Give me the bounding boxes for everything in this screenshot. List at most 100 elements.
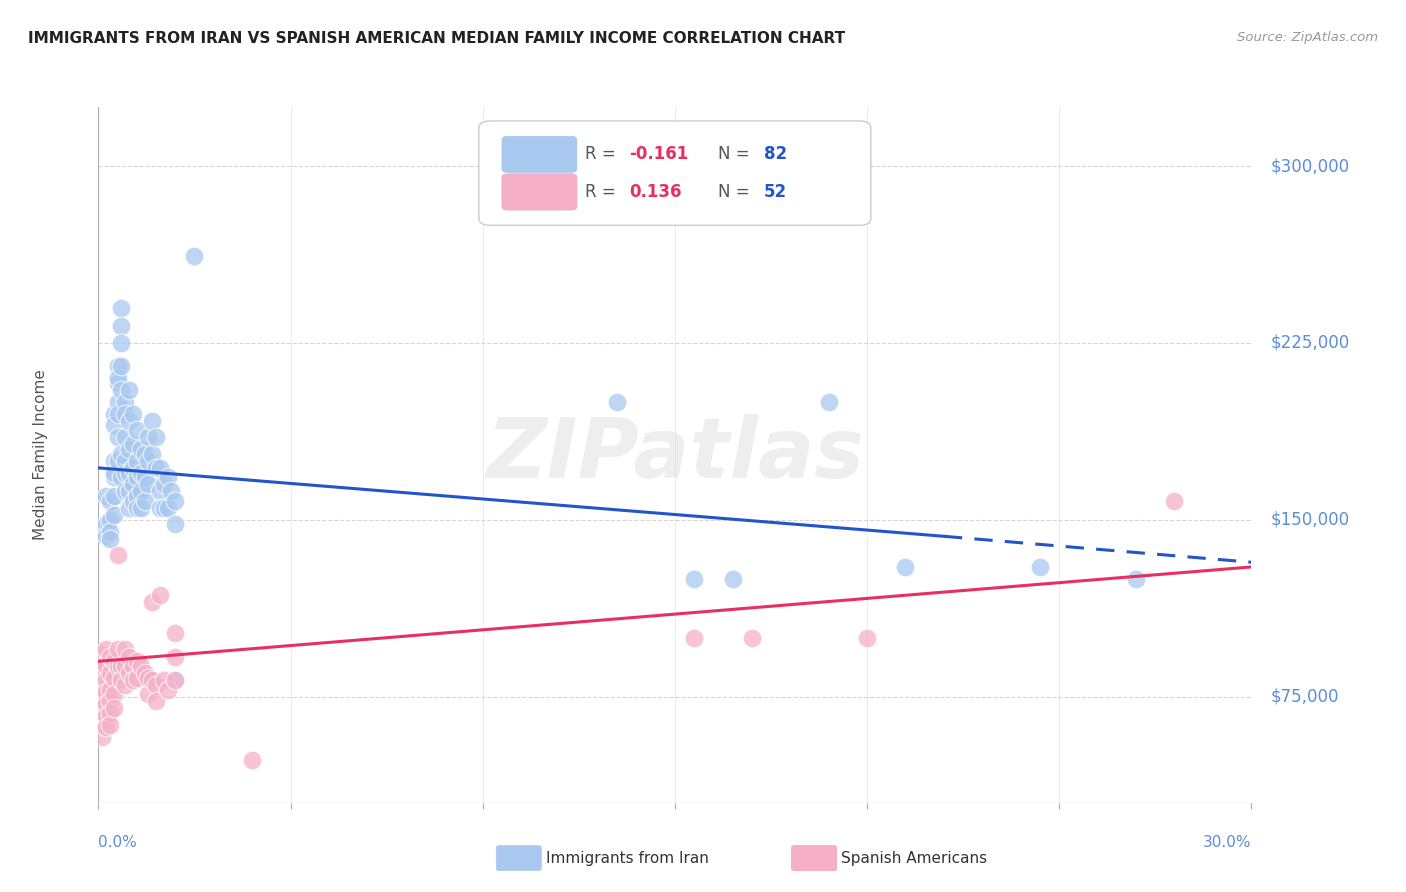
Point (114, 395, 136, 409)
Point (138, 477, 160, 491)
Text: $300,000: $300,000 (1271, 157, 1350, 175)
Point (122, 477, 145, 491)
Point (114, 484, 136, 499)
Point (165, 494, 187, 508)
Point (165, 673, 187, 688)
Point (165, 517, 187, 532)
Point (683, 631, 706, 645)
Point (1029, 560, 1052, 574)
Point (156, 682, 179, 697)
Point (91, 730, 114, 744)
Point (165, 673, 187, 688)
Point (94, 708, 117, 723)
Text: $225,000: $225,000 (1271, 334, 1350, 351)
Point (125, 423, 148, 437)
Point (103, 701, 125, 715)
Point (107, 430, 129, 444)
Point (125, 454, 148, 468)
Point (107, 642, 129, 657)
Point (183, 249, 205, 263)
Point (125, 489, 148, 503)
Point (98, 706, 121, 721)
Point (98, 718, 121, 732)
Point (114, 466, 136, 480)
Text: ZIPatlas: ZIPatlas (486, 415, 863, 495)
Point (145, 430, 167, 444)
Point (122, 673, 145, 688)
Point (94, 697, 117, 711)
Point (94, 673, 117, 688)
Text: Spanish Americans: Spanish Americans (841, 851, 987, 865)
Point (110, 319, 132, 334)
Point (91, 682, 114, 697)
Point (125, 470, 148, 484)
Point (98, 682, 121, 697)
Point (141, 414, 163, 428)
Point (107, 395, 129, 409)
Point (152, 500, 174, 515)
Point (141, 447, 163, 461)
Point (103, 418, 125, 433)
Point (160, 484, 183, 499)
Point (91, 647, 114, 661)
Point (118, 666, 141, 681)
Text: $150,000: $150,000 (1271, 511, 1350, 529)
Point (110, 301, 132, 315)
Point (118, 649, 141, 664)
Point (98, 513, 121, 527)
Point (1163, 494, 1185, 508)
Point (103, 466, 125, 480)
Point (110, 383, 132, 397)
FancyBboxPatch shape (479, 121, 870, 226)
Point (122, 461, 145, 475)
Text: 0.0%: 0.0% (98, 836, 138, 850)
Point (683, 572, 706, 586)
Point (118, 500, 141, 515)
Point (110, 359, 132, 374)
Point (118, 484, 141, 499)
Text: R =: R = (585, 183, 621, 201)
Point (122, 407, 145, 421)
Point (721, 572, 744, 586)
Point (91, 659, 114, 673)
Point (94, 489, 117, 503)
Point (152, 477, 174, 491)
Point (114, 642, 136, 657)
Point (138, 671, 160, 685)
Text: 0.136: 0.136 (628, 183, 682, 201)
Point (165, 649, 187, 664)
Point (110, 470, 132, 484)
Point (118, 414, 141, 428)
Point (98, 666, 121, 681)
Point (110, 673, 132, 688)
Point (114, 678, 136, 692)
Point (110, 447, 132, 461)
Point (138, 430, 160, 444)
Text: 82: 82 (763, 145, 787, 163)
Text: IMMIGRANTS FROM IRAN VS SPANISH AMERICAN MEDIAN FAMILY INCOME CORRELATION CHART: IMMIGRANTS FROM IRAN VS SPANISH AMERICAN… (28, 31, 845, 46)
Point (107, 371, 129, 385)
Point (134, 447, 156, 461)
Text: N =: N = (717, 145, 755, 163)
Point (103, 454, 125, 468)
Point (149, 588, 172, 602)
FancyBboxPatch shape (502, 174, 576, 210)
Point (1125, 572, 1147, 586)
Point (741, 631, 763, 645)
Point (145, 461, 167, 475)
Point (103, 654, 125, 668)
Point (118, 466, 141, 480)
Point (110, 335, 132, 350)
Point (98, 532, 121, 546)
Point (125, 500, 148, 515)
Point (114, 454, 136, 468)
Point (107, 454, 129, 468)
Point (103, 407, 125, 421)
Point (156, 470, 179, 484)
Point (94, 659, 117, 673)
Point (141, 673, 163, 688)
FancyBboxPatch shape (502, 136, 576, 172)
Point (94, 642, 117, 657)
Point (817, 395, 839, 409)
Point (94, 517, 117, 532)
